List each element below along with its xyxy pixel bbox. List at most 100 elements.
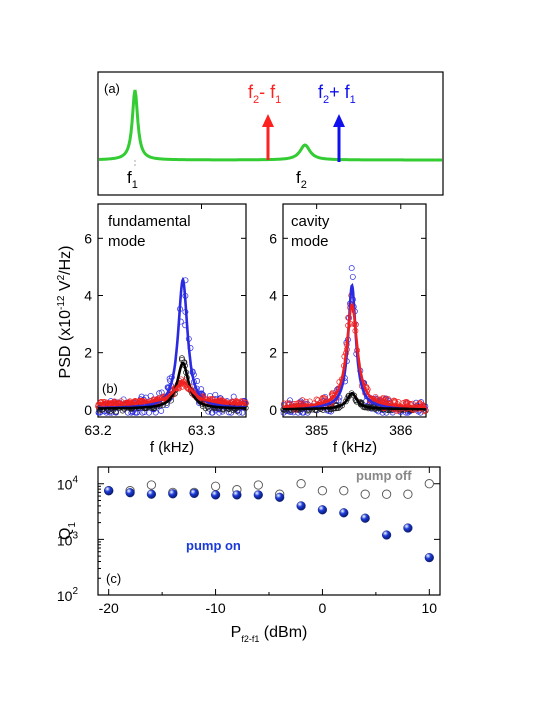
- f2-label: f2: [296, 168, 307, 191]
- annotation-fundamental: fundamental: [108, 213, 191, 230]
- legend-pump-on: pump on: [186, 538, 241, 553]
- panel-b-ylabel: PSD (x10-12 V2/Hz): [56, 246, 74, 379]
- panel-b-right-frame: [282, 203, 427, 418]
- panel-a-frame: [97, 71, 444, 196]
- pump-off-point: [381, 489, 392, 499]
- pump-on-point: [253, 490, 263, 500]
- xtick-label: -10: [205, 600, 225, 616]
- diff-label: f2- f1: [248, 82, 281, 106]
- xtick-label: 0: [319, 600, 327, 616]
- pump-on-point: [296, 501, 306, 511]
- panel-a-label: (a): [104, 81, 120, 96]
- pump-on-point: [360, 513, 370, 523]
- pump-on-point: [275, 492, 285, 502]
- ytick-label: 2: [269, 345, 277, 361]
- pump-on-point: [317, 505, 328, 515]
- ytick-label: 4: [84, 287, 92, 303]
- panel-c-label: (c): [106, 571, 121, 586]
- pump-off-point: [424, 479, 434, 489]
- ytick-label: 0: [84, 402, 92, 418]
- panel-b-left-ticks: 0 2 4 6 63.2 63.3: [84, 204, 246, 438]
- ytick-label: 2: [84, 345, 92, 361]
- fit-curve: [98, 381, 247, 406]
- xtick-label: 385: [305, 422, 329, 438]
- xtick-label: 10: [422, 600, 438, 616]
- xtick-label: -20: [99, 600, 119, 616]
- pump-off-point: [339, 486, 349, 496]
- data-point: [158, 407, 165, 414]
- data-point: [342, 398, 349, 405]
- ytick-label: 102: [57, 586, 79, 604]
- panel-c-ylabel: Q1: [57, 522, 78, 540]
- panel-b-right-xlabel: f (kHz): [333, 439, 377, 456]
- panel-b-label: (b): [102, 381, 118, 396]
- pump-off-point: [296, 479, 306, 489]
- pump-off-point: [360, 489, 370, 499]
- pump-on-point: [403, 523, 413, 533]
- panel-b-right-ticks: 0 2 4 6 385 386: [269, 204, 426, 438]
- fit-curve: [98, 361, 246, 410]
- ytick-label: 103: [57, 530, 79, 548]
- fit-curve: [283, 283, 426, 410]
- ytick-label: 0: [269, 402, 277, 418]
- sum-label: f2+ f1: [318, 82, 356, 106]
- pump-on-point: [104, 486, 114, 496]
- xtick-label: 386: [389, 422, 413, 438]
- panel-b-left-fits: [98, 276, 247, 410]
- pump-on-point: [125, 488, 135, 498]
- pump-off-point: [317, 486, 328, 496]
- ytick-label: 6: [269, 230, 277, 246]
- data-point: [198, 386, 205, 393]
- panel-b-left-xlabel: f (kHz): [150, 439, 194, 456]
- xtick-label: 63.3: [188, 422, 215, 438]
- f1-label: f1: [127, 168, 138, 191]
- ytick-label: 104: [57, 475, 79, 493]
- data-point: [146, 409, 152, 416]
- pump-on-point: [232, 490, 242, 500]
- pump-on-point: [211, 490, 221, 500]
- data-point: [319, 394, 326, 401]
- panel-c-xlabel: Pf2-f1 (dBm): [231, 624, 308, 644]
- data-point: [391, 397, 397, 404]
- panel-b-right-points: [280, 265, 429, 416]
- legend-pump-off: pump off: [356, 468, 412, 483]
- panel-c-ticks: 102 103 104 -20 -10 0 10: [57, 466, 440, 616]
- panel-c-points: [104, 479, 434, 563]
- fit-curve: [283, 303, 426, 409]
- annotation-mode: mode: [108, 233, 146, 250]
- data-point: [97, 409, 103, 416]
- pump-on-point: [339, 508, 349, 518]
- fit-curve: [283, 392, 426, 411]
- data-point: [348, 265, 355, 272]
- pump-on-point: [146, 489, 157, 499]
- ytick-label: 6: [84, 230, 92, 246]
- data-point: [303, 398, 309, 405]
- annotation-cavity: cavity: [291, 213, 330, 230]
- data-point: [239, 409, 246, 416]
- pump-on-point: [189, 488, 199, 499]
- pump-off-point: [210, 481, 221, 491]
- panel-b-left-frame: [97, 203, 247, 418]
- panel-b-right-fits: [283, 283, 426, 411]
- data-point: [299, 397, 306, 404]
- spectrum-curve: [98, 89, 442, 162]
- pump-on-point: [168, 489, 178, 499]
- panel-b-left: 0 2 4 6 63.2 63.3 fundamental mode (b) f (kHz…: [56, 203, 249, 456]
- panel-b-right: 0 2 4 6 385 386 cavity mode f (kHz): [269, 203, 429, 456]
- data-point: [216, 409, 223, 416]
- diff-arrow: [262, 114, 274, 160]
- xtick-label: 63.2: [84, 422, 111, 438]
- data-point: [385, 395, 391, 402]
- pump-on-point: [382, 530, 392, 540]
- pump-off-point: [146, 480, 157, 490]
- panel-a: (a) f1 f2 f2- f1 f2+ f1: [97, 71, 444, 196]
- ytick-label: 4: [269, 287, 277, 303]
- pump-off-point: [253, 480, 263, 490]
- sum-arrow: [333, 114, 345, 162]
- data-point: [391, 398, 398, 405]
- data-point: [351, 392, 358, 399]
- pump-off-point: [403, 489, 413, 499]
- annotation-cavity-mode: mode: [291, 233, 329, 250]
